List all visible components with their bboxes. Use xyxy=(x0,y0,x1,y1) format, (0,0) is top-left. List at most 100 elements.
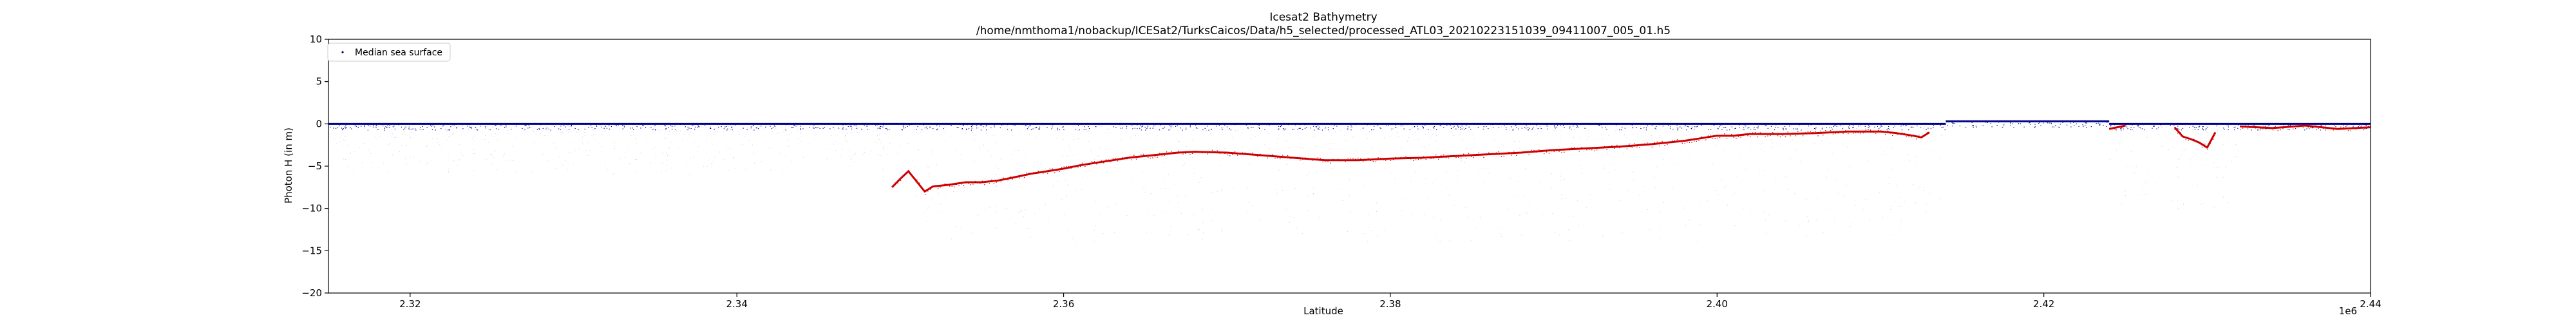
median-sea-surface-point xyxy=(1435,129,1437,131)
median-sea-surface-point xyxy=(2018,123,2020,124)
photon-point xyxy=(1501,236,1502,237)
photon-point xyxy=(1007,125,1009,126)
photon-point xyxy=(1826,176,1827,178)
photon-point xyxy=(1736,134,1738,135)
bathymetry-point xyxy=(1728,135,1730,137)
median-sea-surface-point xyxy=(1906,124,1907,126)
photon-point xyxy=(1712,132,1713,133)
median-sea-surface-point xyxy=(2202,126,2204,128)
median-sea-surface-point xyxy=(1332,128,1334,129)
photon-point xyxy=(569,152,570,153)
photon-point xyxy=(889,142,890,144)
photon-point xyxy=(1788,189,1790,190)
photon-point xyxy=(876,129,878,131)
median-sea-surface-point xyxy=(746,129,748,130)
photon-point xyxy=(376,129,377,131)
bathymetry-point xyxy=(1040,172,1041,173)
photon-point xyxy=(1891,148,1893,149)
photon-point xyxy=(1180,128,1181,129)
median-sea-surface-point xyxy=(923,124,924,126)
photon-point xyxy=(915,126,916,128)
photon-point xyxy=(855,153,856,155)
photon-point xyxy=(1392,128,1394,129)
bathymetry-point xyxy=(1045,171,1046,173)
photon-point xyxy=(516,135,517,137)
photon-point xyxy=(337,126,339,128)
median-sea-surface-point xyxy=(2160,124,2161,126)
bathymetry-point xyxy=(1754,131,1756,133)
photon-point xyxy=(1501,126,1502,128)
photon-point xyxy=(635,138,636,139)
median-sea-surface-point xyxy=(1774,129,1776,130)
photon-point xyxy=(768,147,770,149)
x-tick-label: 2.34 xyxy=(726,298,747,310)
photon-point xyxy=(1184,163,1185,164)
photon-point xyxy=(565,129,567,131)
photon-point xyxy=(1342,200,1343,201)
median-sea-surface-point xyxy=(1598,125,1600,126)
x-tick-label: 2.36 xyxy=(1053,298,1074,310)
bathymetry-point xyxy=(2353,128,2354,129)
median-sea-surface-point xyxy=(2090,126,2092,128)
median-sea-surface-point xyxy=(1677,129,1678,131)
photon-point xyxy=(1017,164,1018,165)
photon-point xyxy=(1900,227,1901,228)
photon-point xyxy=(764,128,765,129)
photon-point xyxy=(1217,191,1218,192)
photon-point xyxy=(1718,194,1719,195)
median-sea-surface-point xyxy=(1694,126,1696,128)
photon-point xyxy=(2125,191,2126,192)
bathymetry-point xyxy=(2249,126,2251,128)
photon-point xyxy=(1607,153,1609,154)
photon-point xyxy=(1849,134,1850,135)
median-sea-surface-point xyxy=(1144,126,1146,128)
photon-point xyxy=(1763,189,1764,191)
photon-point xyxy=(377,167,379,169)
bathymetry-point xyxy=(1681,142,1683,144)
photon-point xyxy=(531,129,533,131)
photon-point xyxy=(1267,133,1269,134)
median-sea-surface-point xyxy=(645,127,647,128)
median-sea-surface-point xyxy=(936,124,938,125)
median-sea-surface-point xyxy=(1007,124,1009,126)
bathymetry-point xyxy=(1355,158,1356,160)
photon-point xyxy=(1066,195,1067,196)
photon-point xyxy=(2130,151,2132,152)
median-sea-surface-point xyxy=(1987,122,1988,124)
photon-point xyxy=(1099,125,1100,126)
median-sea-surface-point xyxy=(2086,127,2087,128)
bathymetry-point xyxy=(1639,147,1640,148)
bathymetry-point xyxy=(1705,139,1707,140)
photon-point xyxy=(1662,126,1663,127)
photon-point xyxy=(920,131,922,133)
median-sea-surface-point xyxy=(966,129,967,130)
bathymetry-point xyxy=(1129,156,1130,158)
photon-point xyxy=(866,124,867,126)
photon-point xyxy=(785,126,786,128)
median-sea-surface-point xyxy=(800,128,802,129)
photon-point xyxy=(2222,144,2224,145)
photon-point xyxy=(703,166,705,167)
photon-point xyxy=(728,126,730,128)
median-sea-surface-point xyxy=(1233,124,1235,126)
photon-point xyxy=(1316,171,1318,173)
median-sea-surface-point xyxy=(1422,126,1423,127)
bathymetry-point xyxy=(1676,139,1678,140)
photon-point xyxy=(388,127,390,128)
photon-point xyxy=(345,159,346,160)
photon-point xyxy=(1282,190,1283,191)
median-sea-surface-point xyxy=(1942,126,1944,128)
photon-point xyxy=(419,128,420,129)
bathymetry-point xyxy=(2196,140,2197,142)
photon-point xyxy=(1432,126,1434,127)
photon-point xyxy=(2146,137,2148,138)
median-sea-surface-point xyxy=(1162,128,1164,129)
photon-point xyxy=(1765,219,1766,220)
bathymetry-point xyxy=(1546,151,1548,153)
photon-point xyxy=(1012,135,1013,136)
median-sea-surface-point xyxy=(574,128,576,129)
photon-point xyxy=(448,153,449,155)
photon-point xyxy=(1444,149,1445,150)
photon-point xyxy=(739,133,740,135)
photon-point xyxy=(1298,124,1299,126)
